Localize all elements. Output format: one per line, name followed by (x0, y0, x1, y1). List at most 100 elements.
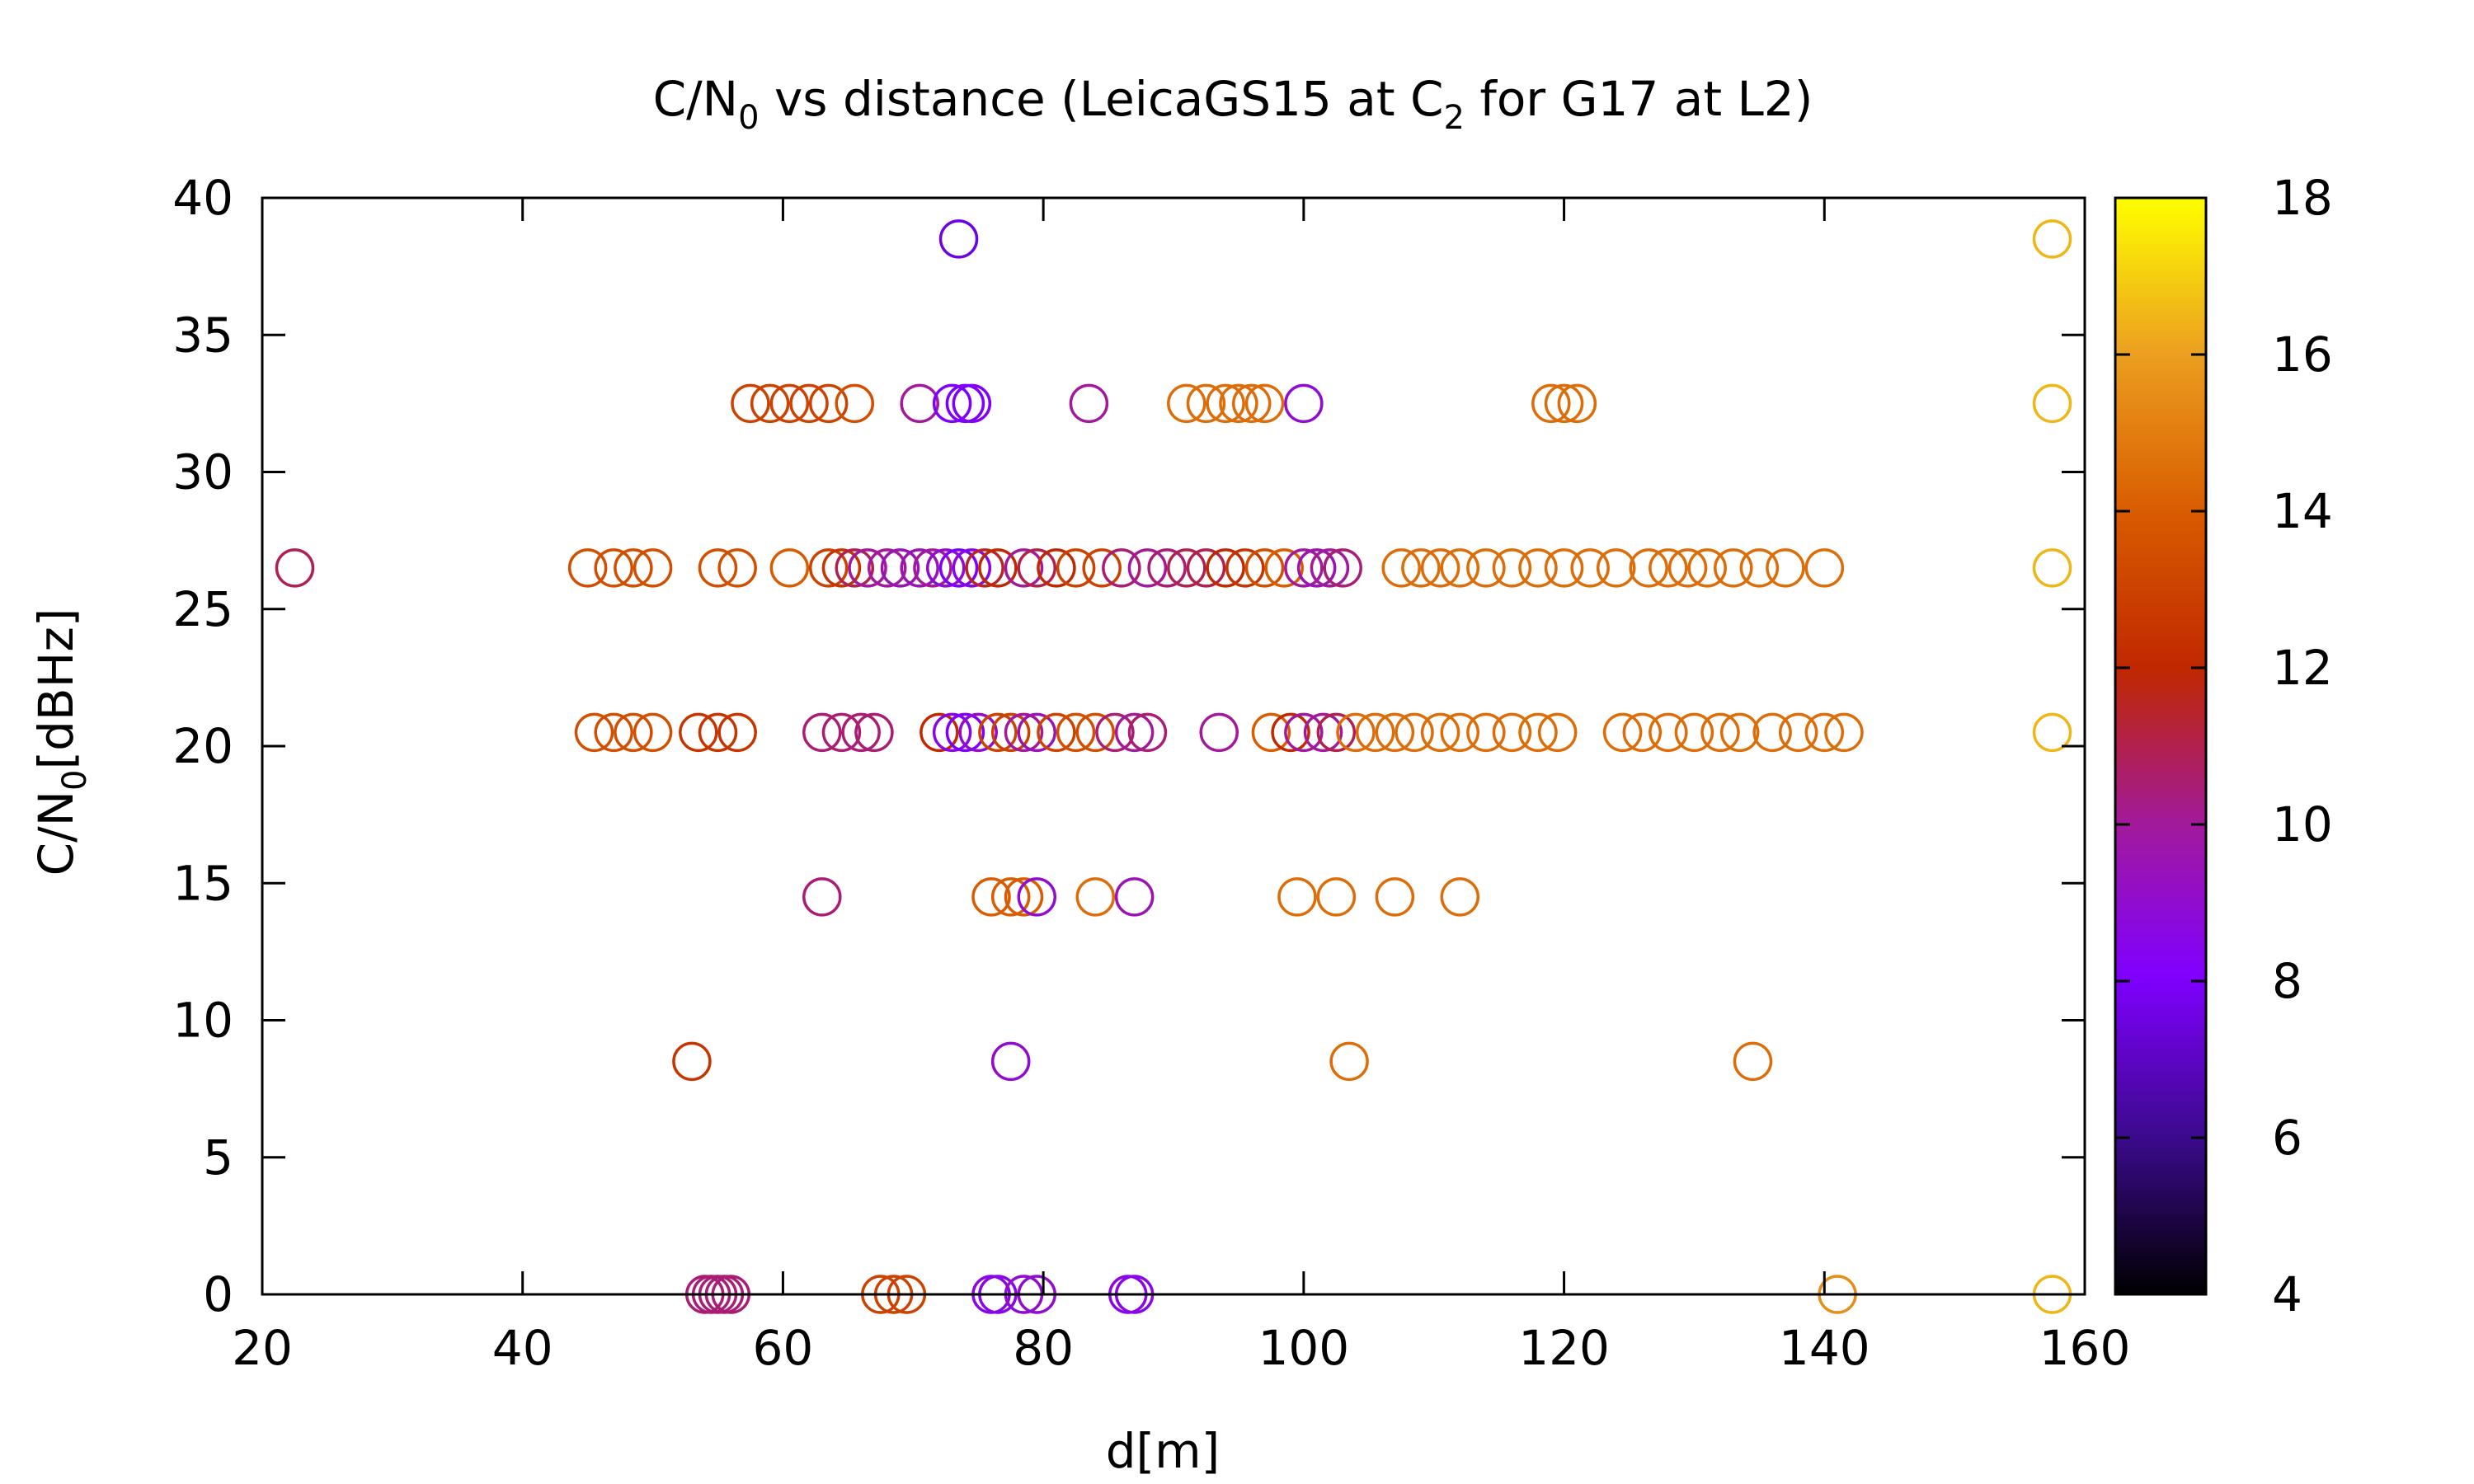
data-point (594, 548, 633, 588)
data-point (1544, 383, 1584, 424)
data-point (1667, 548, 1708, 588)
data-point (990, 1041, 1031, 1082)
data-point (1075, 877, 1116, 917)
data-point (1752, 712, 1792, 753)
data-point (1649, 712, 1688, 753)
chart-title: C/N0 vs distance (LeicaGS15 at C2 for G1… (653, 71, 1813, 137)
data-point (1355, 712, 1395, 753)
data-point (808, 548, 849, 588)
data-point (1544, 548, 1584, 588)
data-point (1244, 548, 1285, 588)
data-point (567, 548, 608, 588)
data-point (1739, 548, 1780, 588)
y-tick-label: 10 (172, 993, 233, 1049)
data-point (1056, 548, 1096, 588)
data-point (731, 383, 770, 424)
data-point (1206, 383, 1245, 424)
data-point (802, 712, 842, 753)
data-point (978, 712, 1018, 753)
data-point (1219, 383, 1258, 424)
data-point (1037, 712, 1076, 753)
data-point (1264, 548, 1304, 588)
y-tick-label: 15 (172, 855, 233, 911)
colorbar-tick-label: 18 (2272, 170, 2333, 226)
data-point (1466, 712, 1506, 753)
data-point (1284, 383, 1324, 424)
data-point (1674, 712, 1714, 753)
x-tick-label: 60 (753, 1320, 814, 1376)
data-point (1231, 383, 1272, 424)
data-point (1017, 548, 1056, 588)
data-point (1700, 712, 1740, 753)
data-point (1284, 548, 1324, 588)
data-point (1147, 548, 1187, 588)
data-point (1492, 712, 1532, 753)
data-point (1186, 383, 1226, 424)
data-point (802, 877, 842, 917)
data-point (614, 712, 653, 753)
data-point (1804, 548, 1845, 588)
data-point (750, 383, 790, 424)
data-point (1004, 712, 1044, 753)
data-point (1114, 877, 1155, 917)
data-point (2032, 712, 2072, 753)
data-point (938, 548, 979, 588)
data-point (1056, 712, 1096, 753)
y-tick-label: 20 (172, 718, 233, 774)
axes: 20 40 60 80 100 120 140 160 0 5 10 15 20 25 30 35 40 (172, 170, 2130, 1376)
data-point (835, 548, 874, 588)
x-tick-label: 40 (492, 1320, 553, 1376)
data-point (1466, 548, 1506, 588)
data-point (789, 383, 829, 424)
data-point (1017, 877, 1056, 917)
data-point (698, 712, 738, 753)
data-point (1284, 712, 1324, 753)
data-point (1316, 877, 1357, 917)
colorbar-tick-label: 14 (2272, 483, 2333, 539)
data-point (1687, 548, 1727, 588)
data-point (1420, 548, 1460, 588)
data-point (769, 548, 810, 588)
data-point (1244, 383, 1285, 424)
data-point (1075, 712, 1116, 753)
data-point (952, 383, 992, 424)
data-point (1186, 548, 1226, 588)
colorbar (2114, 196, 2208, 1296)
data-point (1395, 712, 1434, 753)
data-point (841, 712, 881, 753)
data-point (835, 383, 874, 424)
data-point (1596, 548, 1636, 588)
y-tick-label: 5 (203, 1129, 233, 1186)
data-point (1420, 712, 1460, 753)
data-point (1440, 712, 1480, 753)
x-tick-label: 100 (1258, 1320, 1349, 1376)
data-point (848, 548, 887, 588)
data-point (900, 383, 939, 424)
data-point (1557, 383, 1597, 424)
x-tick-label: 160 (2039, 1320, 2131, 1376)
data-point (1733, 1041, 1773, 1082)
data-point (1804, 712, 1845, 753)
data-point (679, 712, 718, 753)
data-point (1518, 712, 1558, 753)
data-point (913, 548, 952, 588)
x-tick-label: 140 (1779, 1320, 1870, 1376)
colorbar-tick-label: 6 (2272, 1110, 2302, 1166)
data-point (1375, 877, 1415, 917)
data-point (1375, 712, 1415, 753)
data-point (2032, 219, 2072, 259)
data-point (1225, 548, 1265, 588)
data-point (1167, 548, 1206, 588)
colorbar-ticks: 4 6 8 10 12 14 16 18 (2115, 170, 2333, 1322)
data-point (1824, 712, 1864, 753)
data-point (1778, 712, 1818, 753)
data-point (698, 548, 738, 588)
data-point (2032, 383, 2072, 424)
data-point (1622, 712, 1663, 753)
data-point (990, 712, 1031, 753)
data-point (1310, 548, 1350, 588)
data-point (2032, 548, 2072, 588)
data-point (1296, 548, 1337, 588)
data-point (1518, 548, 1558, 588)
